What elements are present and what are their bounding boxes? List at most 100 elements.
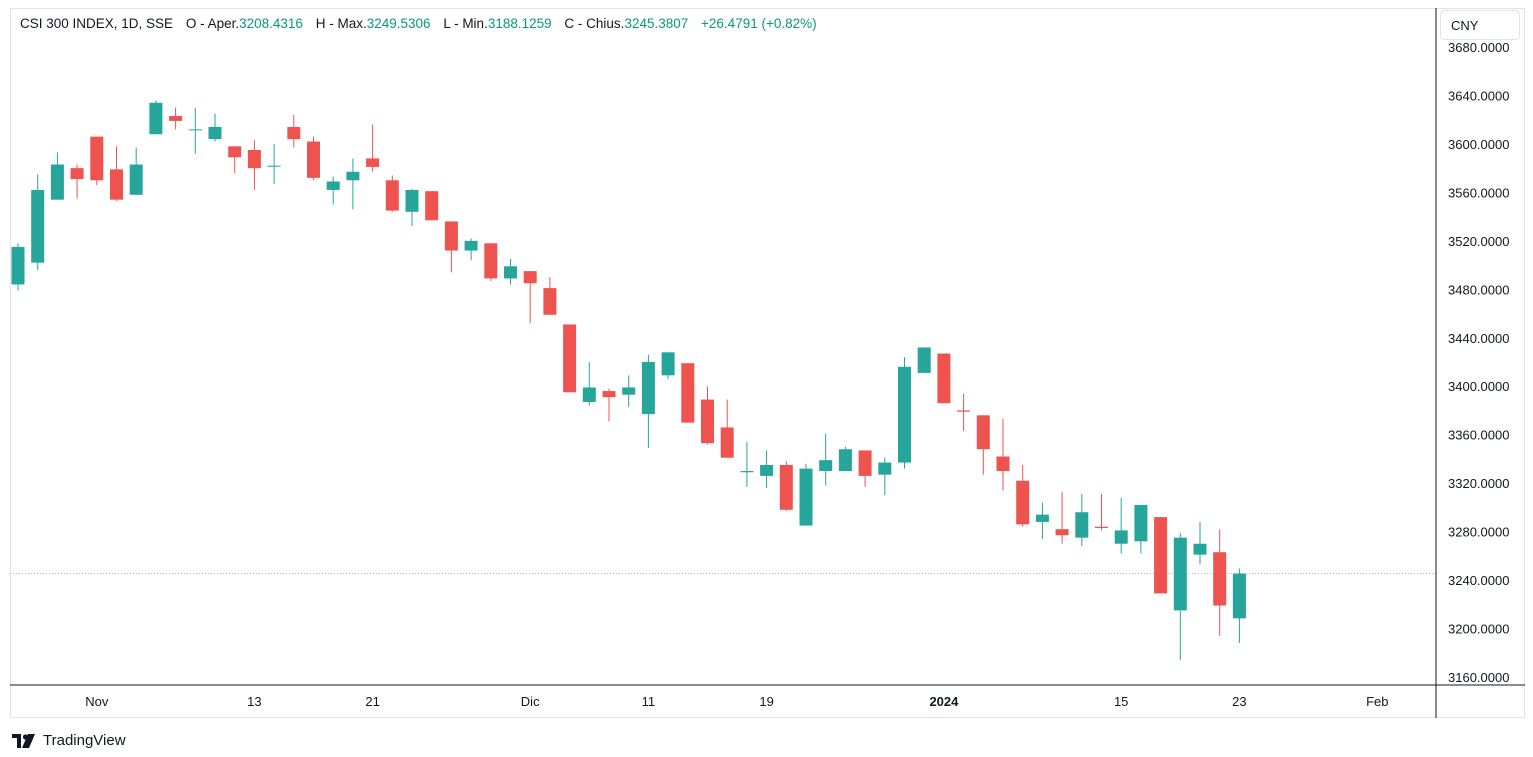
candle xyxy=(976,415,990,475)
candle-body xyxy=(976,415,990,450)
candle-body xyxy=(819,460,833,472)
x-tick-label: 13 xyxy=(247,694,261,709)
candle xyxy=(464,238,478,261)
candle xyxy=(641,354,655,449)
candle-body xyxy=(523,271,537,284)
candle xyxy=(937,353,951,404)
candle-body xyxy=(326,181,340,190)
candle-body xyxy=(641,362,655,415)
candle xyxy=(188,107,202,154)
candle xyxy=(307,136,320,181)
candle xyxy=(622,375,636,407)
candle xyxy=(129,147,143,195)
y-tick-label: 3280.0000 xyxy=(1448,525,1509,540)
candle xyxy=(444,221,458,273)
candle xyxy=(681,363,695,423)
candle xyxy=(1055,491,1069,544)
candle xyxy=(70,164,84,199)
candle xyxy=(878,457,892,496)
candle xyxy=(1095,494,1108,531)
candle xyxy=(405,188,419,227)
candle-body xyxy=(228,146,242,158)
candle xyxy=(208,113,222,142)
candle-body xyxy=(90,136,104,181)
candle xyxy=(957,393,971,432)
x-tick-label: 19 xyxy=(759,694,773,709)
y-tick-label: 3200.0000 xyxy=(1448,622,1509,637)
candle xyxy=(1154,517,1168,594)
candle-body xyxy=(208,126,222,140)
candle xyxy=(701,386,714,445)
close-value: 3245.3807 xyxy=(624,16,689,31)
candle-body xyxy=(898,366,911,463)
candle-body xyxy=(464,240,478,251)
candle-body xyxy=(307,141,320,178)
candle xyxy=(1016,464,1030,527)
candle-body xyxy=(1016,480,1030,525)
candle-body xyxy=(110,169,123,200)
candle-body xyxy=(1134,504,1148,542)
candle-body xyxy=(1193,543,1207,555)
x-tick-label: 15 xyxy=(1114,694,1128,709)
candle-body xyxy=(937,353,951,404)
y-tick-label: 3680.0000 xyxy=(1448,40,1509,55)
y-tick-label: 3240.0000 xyxy=(1448,573,1509,588)
candle-body xyxy=(917,347,931,373)
candle xyxy=(287,114,301,148)
low-label: L - Min. xyxy=(443,16,488,31)
candle xyxy=(247,140,261,190)
candle-body xyxy=(563,324,577,393)
candle-body xyxy=(1154,517,1168,594)
candle xyxy=(720,399,734,458)
change-value: +26.4791 (+0.82%) xyxy=(701,16,817,31)
candle-body xyxy=(858,450,872,476)
candle-body xyxy=(11,246,25,285)
candle xyxy=(838,446,852,472)
candle-body xyxy=(760,464,774,476)
candle xyxy=(385,175,399,212)
candle-body xyxy=(779,464,793,510)
candle-body xyxy=(996,456,1010,472)
candle xyxy=(149,100,163,135)
chart-frame xyxy=(10,8,1525,718)
candle xyxy=(1173,532,1187,661)
y-tick-label: 3560.0000 xyxy=(1448,185,1509,200)
open-value: 3208.4316 xyxy=(239,16,303,31)
candle xyxy=(1193,521,1207,565)
symbol-title[interactable]: CSI 300 INDEX, 1D, SSE xyxy=(20,16,174,31)
y-tick-label: 3480.0000 xyxy=(1448,282,1509,297)
candle xyxy=(1134,504,1148,554)
candle xyxy=(326,176,340,205)
y-tick-label: 3160.0000 xyxy=(1448,670,1509,685)
brand-name: TradingView xyxy=(43,732,126,749)
candle-body xyxy=(70,168,84,180)
candle-body xyxy=(1075,512,1089,538)
candle-body xyxy=(1173,537,1187,611)
candle xyxy=(779,461,793,512)
currency-button[interactable]: CNY xyxy=(1440,10,1520,40)
y-axis[interactable]: 3160.0000 3200.0000 3240.0000 3280.0000 3320… xyxy=(1448,40,1509,685)
candle-body xyxy=(1213,552,1227,606)
candle xyxy=(898,357,911,469)
x-axis[interactable]: Nov 13 21 Dic 11 19 2024 15 23 Feb xyxy=(85,694,1388,709)
y-tick-label: 3440.0000 xyxy=(1448,331,1509,346)
candle-body xyxy=(346,171,360,181)
candle xyxy=(1114,497,1128,554)
candle-body xyxy=(444,221,458,251)
candle-body xyxy=(425,191,439,221)
candle xyxy=(1075,494,1089,547)
low-value: 3188.1259 xyxy=(487,16,552,31)
x-tick-label: Dic xyxy=(521,694,540,709)
tradingview-logo[interactable]: TradingView xyxy=(12,732,126,749)
candle-body xyxy=(838,449,852,472)
candle xyxy=(169,107,183,130)
candle-body xyxy=(1095,526,1108,528)
candle-body xyxy=(622,387,636,395)
y-tick-label: 3520.0000 xyxy=(1448,234,1509,249)
candle xyxy=(110,146,123,201)
candle xyxy=(523,271,537,324)
candle xyxy=(563,324,577,393)
candle-body xyxy=(129,164,143,195)
candle-body xyxy=(957,410,971,412)
